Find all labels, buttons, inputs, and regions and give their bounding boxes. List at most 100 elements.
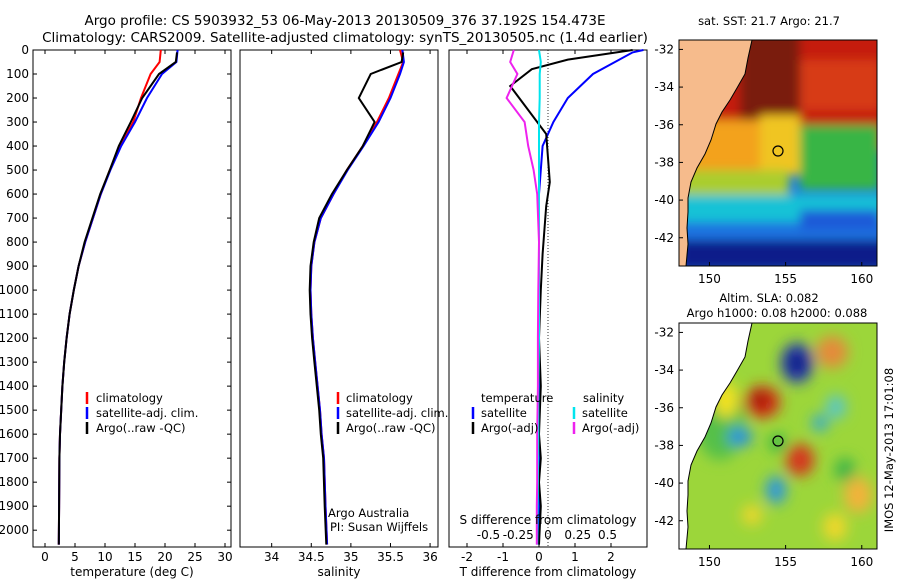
- map-y-tick-label: -32: [654, 42, 674, 56]
- legend-title-salinity: salinity: [583, 391, 624, 405]
- map-y-tick-label: -34: [654, 363, 674, 377]
- map-x-tick-label: 150: [698, 272, 721, 286]
- map-x-tick-label: 160: [850, 555, 873, 569]
- x-tick-label: 2: [607, 550, 615, 564]
- y-tick-label: 300: [6, 115, 29, 129]
- salinity-xlabel: salinity: [317, 565, 360, 579]
- map-y-tick-label: -38: [654, 438, 674, 452]
- x-tick-label: 34.5: [298, 550, 325, 564]
- map-y-tick-label: -42: [654, 231, 674, 245]
- y-tick-label: 1900: [0, 499, 29, 513]
- x-tick-label: 0: [535, 550, 543, 564]
- x-tick-label: 5: [71, 550, 79, 564]
- legend-label-climatology: climatology: [96, 391, 163, 405]
- series-argo-raw-qc: [308, 52, 405, 545]
- map-y-tick-label: -40: [654, 193, 674, 207]
- map-x-tick-label: 160: [850, 272, 873, 286]
- difference-axes-frame: [448, 49, 648, 548]
- salinity-series: [308, 49, 405, 545]
- map-x-tick-label: 155: [774, 555, 797, 569]
- salinity-xtick-labels: 34 34.5 35 35.5 36: [264, 50, 438, 564]
- s-diff-tick-label: 0: [544, 528, 552, 542]
- sla-map: Altim. SLA: 0.082 Argo h1000: 0.08 h2000…: [654, 291, 878, 569]
- salinity-annotation-line1: Argo Australia: [328, 506, 409, 520]
- map-y-tick-label: -42: [654, 514, 674, 528]
- y-tick-label: 1100: [0, 307, 29, 321]
- salinity-difference-tick-labels: -0.5 -0.25 0 0.25 0.5: [477, 528, 617, 542]
- salinity-annotation-line2: PI: Susan Wijffels: [330, 520, 428, 534]
- temperature-panel: 0100200300400500600700800900100011001200…: [0, 43, 647, 579]
- s-diff-tick-label: 0.25: [564, 528, 591, 542]
- series-t-argo-adj: [508, 49, 633, 545]
- sla-map-title-line2: Argo h1000: 0.08 h2000: 0.088: [687, 306, 868, 320]
- sst-map-tick-labels: 150 155 160 -32 -34 -36 -38 -40 -42: [654, 42, 873, 286]
- temperature-xlabel: temperature (deg C): [70, 565, 193, 579]
- map-y-tick-label: -36: [654, 401, 674, 415]
- s-diff-tick-label: 0.5: [598, 528, 617, 542]
- sst-map-frame: [678, 39, 878, 267]
- sla-map-tick-labels: 150 155 160 -32 -34 -36 -38 -40 -42: [654, 325, 873, 569]
- x-tick-label: 35.5: [377, 550, 404, 564]
- legend-label-t-satellite: satellite: [481, 406, 527, 420]
- salinity-legend: climatology satellite-adj. clim. Argo(..…: [336, 391, 448, 435]
- legend-label-t-argo: Argo(-adj): [481, 421, 538, 435]
- y-tick-label: 1600: [0, 427, 29, 441]
- title-line1: Argo profile: CS 5903932_53 06-May-2013 …: [85, 13, 606, 29]
- difference-top-xlabel: S difference from climatology: [460, 513, 637, 527]
- legend-label-satellite: satellite-adj. clim.: [346, 406, 448, 420]
- difference-xlabel: T difference from climatology: [459, 565, 637, 579]
- x-tick-label: 1: [571, 550, 579, 564]
- x-tick-label: -1: [497, 550, 509, 564]
- x-tick-label: 34: [264, 550, 279, 564]
- map-y-tick-label: -32: [654, 325, 674, 339]
- map-x-tick-label: 150: [698, 555, 721, 569]
- sst-land: [679, 40, 753, 266]
- legend-label-climatology: climatology: [346, 391, 413, 405]
- difference-legend: temperature satellite Argo(-adj) salinit…: [471, 391, 639, 435]
- series-s-argo-adj: [505, 49, 541, 545]
- temperature-series: [57, 49, 179, 545]
- temperature-legend: climatology satellite-adj. clim. Argo(..…: [85, 391, 198, 435]
- y-tick-label: 700: [6, 211, 29, 225]
- y-tick-label: 600: [6, 187, 29, 201]
- salinity-axes-frame: [239, 49, 439, 548]
- series-argo-raw-qc: [57, 52, 178, 545]
- temperature-axes-frame: [32, 49, 232, 548]
- legend-label-s-satellite: satellite: [582, 406, 628, 420]
- s-diff-tick-label: -0.25: [503, 528, 534, 542]
- legend-label-s-argo: Argo(-adj): [582, 421, 639, 435]
- sla-land: [679, 323, 753, 549]
- x-tick-label: 30: [217, 550, 232, 564]
- sla-map-frame: [678, 322, 878, 550]
- y-tick-label: 1500: [0, 403, 29, 417]
- map-y-tick-label: -34: [654, 80, 674, 94]
- argo-position-marker: [772, 435, 784, 447]
- y-tick-label: 900: [6, 259, 29, 273]
- y-tick-label: 1800: [0, 475, 29, 489]
- legend-label-argo: Argo(..raw -QC): [96, 421, 186, 435]
- x-tick-label: 10: [97, 550, 112, 564]
- x-tick-label: 0: [41, 550, 49, 564]
- map-x-tick-label: 155: [774, 272, 797, 286]
- y-tick-label: 1700: [0, 451, 29, 465]
- map-y-tick-label: -36: [654, 118, 674, 132]
- y-tick-label: 400: [6, 139, 29, 153]
- map-y-tick-label: -38: [654, 155, 674, 169]
- legend-title-temperature: temperature: [481, 391, 553, 405]
- difference-series: [505, 49, 644, 545]
- y-tick-label: 100: [6, 67, 29, 81]
- legend-label-argo: Argo(..raw -QC): [346, 421, 436, 435]
- temperature-xtick-labels: 0 5 10 15 20 25 30: [41, 50, 233, 564]
- sst-map-title: sat. SST: 21.7 Argo: 21.7: [698, 14, 840, 28]
- y-tick-label: 200: [6, 91, 29, 105]
- map-y-tick-label: -40: [654, 476, 674, 490]
- sst-map: sat. SST: 21.7 Argo: 21.7 150 155 160 -32 -3…: [654, 14, 878, 286]
- x-tick-label: -2: [461, 550, 473, 564]
- x-tick-label: 20: [157, 550, 172, 564]
- x-tick-label: 35: [343, 550, 358, 564]
- y-tick-label: 1300: [0, 355, 29, 369]
- y-tick-label: 1000: [0, 283, 29, 297]
- title-line2: Climatology: CARS2009. Satellite-adjuste…: [42, 30, 648, 46]
- legend-label-satellite: satellite-adj. clim.: [96, 406, 198, 420]
- timestamp-label: IMOS 12-May-2013 17:01:08: [882, 368, 896, 532]
